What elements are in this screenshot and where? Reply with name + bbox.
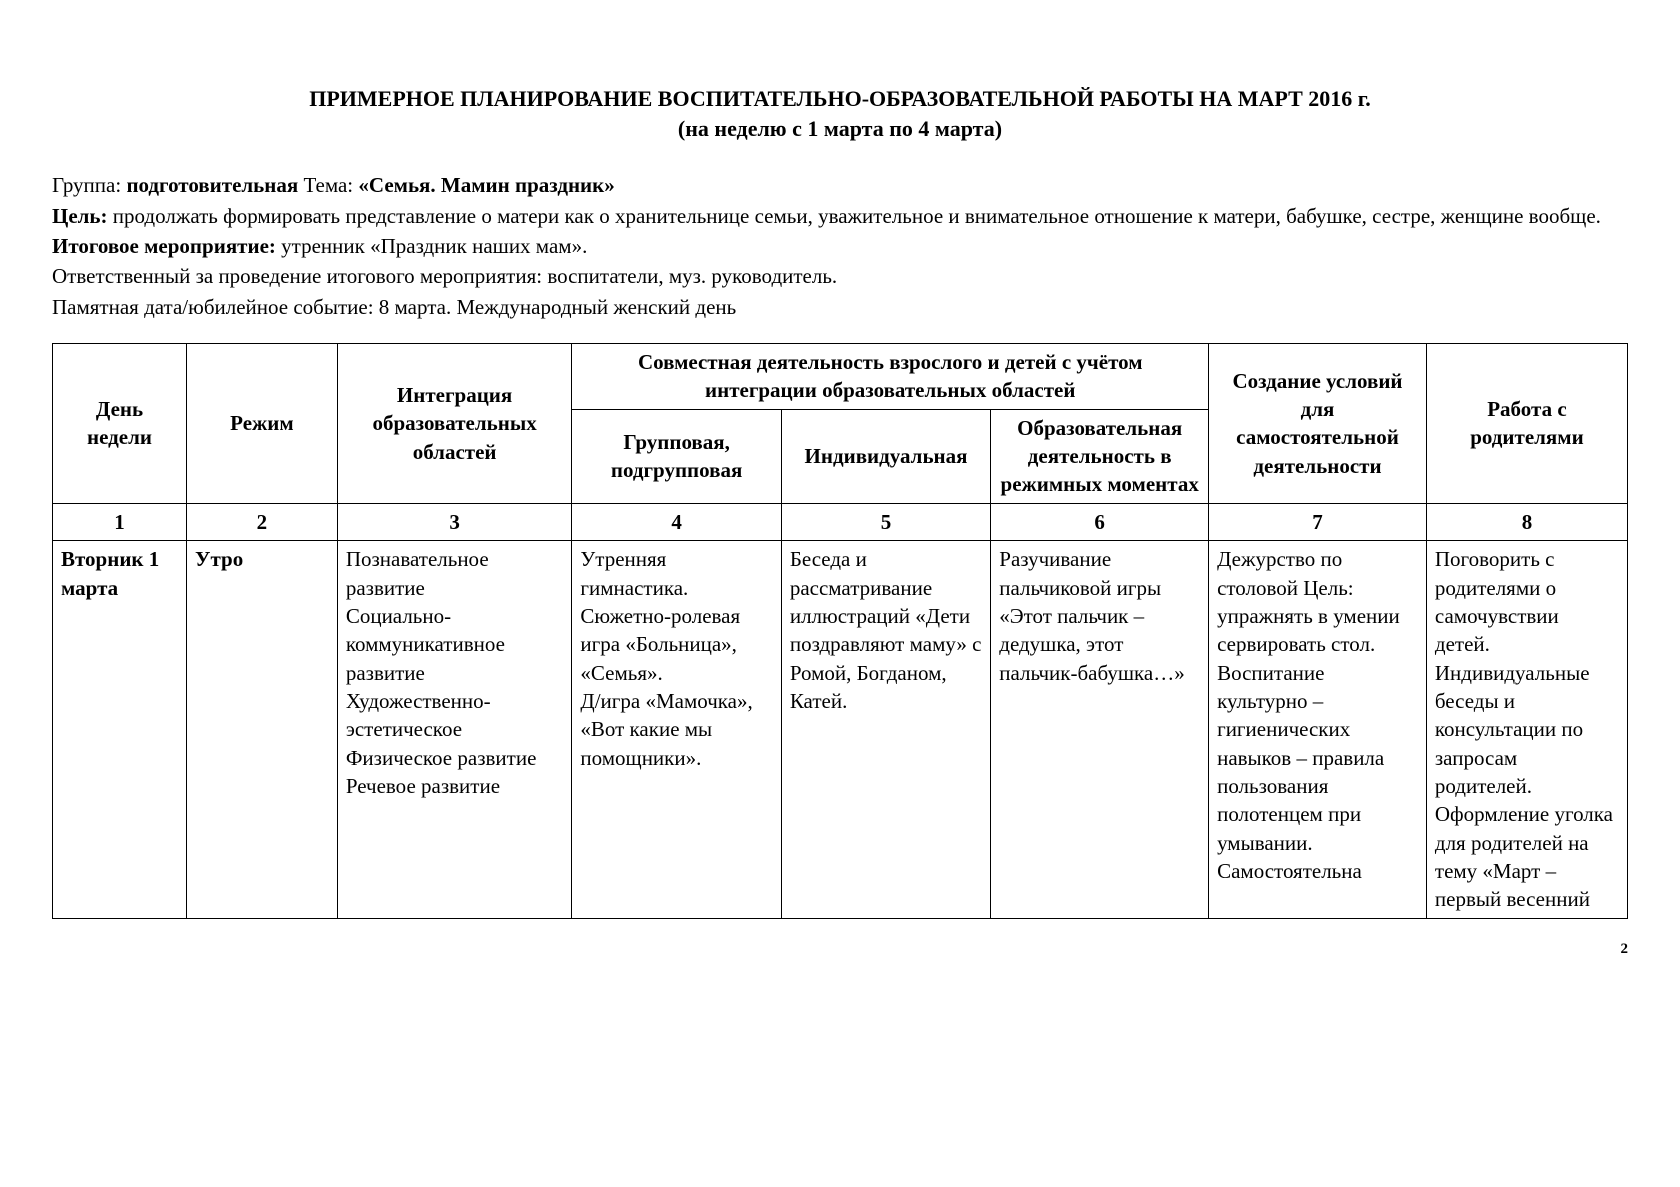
cell-day: Вторник 1 марта <box>53 541 187 918</box>
goal-label: Цель: <box>52 204 113 228</box>
meta-final-event: Итоговое мероприятие: утренник «Праздник… <box>52 232 1628 260</box>
cell-parents: Поговорить с родителями о самочувствии д… <box>1426 541 1627 918</box>
colnum-4: 4 <box>572 503 781 540</box>
th-individual: Индивидуальная <box>781 409 990 503</box>
title-line-1: ПРИМЕРНОЕ ПЛАНИРОВАНИЕ ВОСПИТАТЕЛЬНО-ОБР… <box>52 84 1628 114</box>
th-regime: Режим <box>187 344 338 504</box>
cell-individual: Беседа и рассматривание иллюстраций «Дет… <box>781 541 990 918</box>
th-joint-activity: Совместная деятельность взрослого и дете… <box>572 344 1209 410</box>
theme-value: «Семья. Мамин праздник» <box>358 173 614 197</box>
th-day: День недели <box>53 344 187 504</box>
page-number: 2 <box>52 939 1628 959</box>
colnum-7: 7 <box>1209 503 1427 540</box>
meta-memorial: Памятная дата/юбилейное событие: 8 марта… <box>52 293 1628 321</box>
theme-label: Тема: <box>298 173 358 197</box>
table-header-row-1: День недели Режим Интеграция образовател… <box>53 344 1628 410</box>
colnum-6: 6 <box>991 503 1209 540</box>
colnum-1: 1 <box>53 503 187 540</box>
document-title: ПРИМЕРНОЕ ПЛАНИРОВАНИЕ ВОСПИТАТЕЛЬНО-ОБР… <box>52 84 1628 143</box>
colnum-3: 3 <box>337 503 572 540</box>
cell-conditions: Дежурство по столовой Цель: упражнять в … <box>1209 541 1427 918</box>
goal-value: продолжать формировать представление о м… <box>113 204 1601 228</box>
table-number-row: 1 2 3 4 5 6 7 8 <box>53 503 1628 540</box>
colnum-8: 8 <box>1426 503 1627 540</box>
final-event-label: Итоговое мероприятие: <box>52 234 281 258</box>
meta-group-theme: Группа: подготовительная Тема: «Семья. М… <box>52 171 1628 199</box>
group-value: подготовительная <box>126 173 298 197</box>
meta-goal: Цель: продолжать формировать представлен… <box>52 202 1628 230</box>
th-conditions: Создание условий для самостоятельной дея… <box>1209 344 1427 504</box>
cell-regime: Утро <box>187 541 338 918</box>
group-label: Группа: <box>52 173 126 197</box>
planning-table: День недели Режим Интеграция образовател… <box>52 343 1628 919</box>
final-event-value: утренник «Праздник наших мам». <box>281 234 587 258</box>
title-line-2: (на неделю с 1 марта по 4 марта) <box>52 114 1628 144</box>
th-group-sub: Групповая, подгрупповая <box>572 409 781 503</box>
th-edu-in-regime: Образовательная деятельность в режимных … <box>991 409 1209 503</box>
table-row: Вторник 1 марта Утро Познавательное разв… <box>53 541 1628 918</box>
cell-edu-in-regime: Разучивание пальчиковой игры «Этот пальч… <box>991 541 1209 918</box>
colnum-2: 2 <box>187 503 338 540</box>
document-meta: Группа: подготовительная Тема: «Семья. М… <box>52 171 1628 321</box>
colnum-5: 5 <box>781 503 990 540</box>
th-parents: Работа с родителями <box>1426 344 1627 504</box>
meta-responsible: Ответственный за проведение итогового ме… <box>52 262 1628 290</box>
cell-integration: Познавательное развитиеСоциально-коммуни… <box>337 541 572 918</box>
th-integration: Интеграция образовательных областей <box>337 344 572 504</box>
cell-group-sub: Утренняя гимнастика.Сюжетно-ролевая игра… <box>572 541 781 918</box>
